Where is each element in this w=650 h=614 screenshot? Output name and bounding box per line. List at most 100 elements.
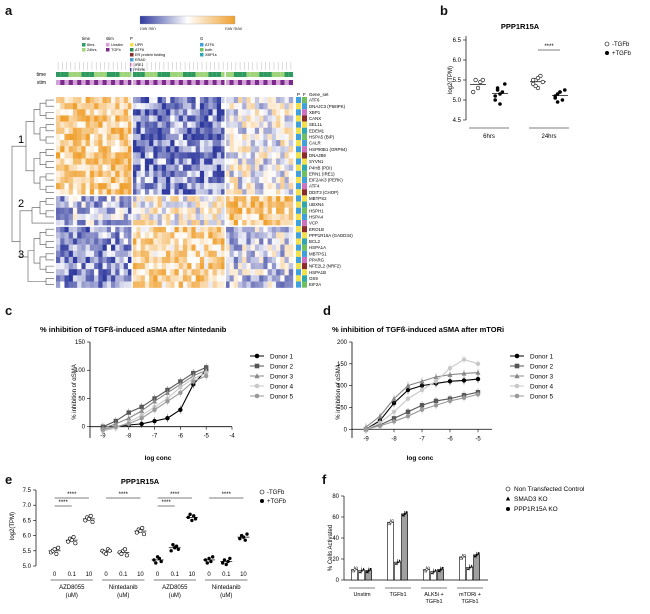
heatmap-cell: [263, 170, 268, 178]
chart-d-xtick: -7: [419, 436, 425, 442]
heatmap-cell: [153, 256, 158, 264]
heatmap-cell: [221, 201, 226, 208]
heatmap-cell: [284, 103, 289, 110]
stim-annotation-cell: [123, 80, 128, 85]
heatmap-cell: [259, 269, 264, 276]
legend-swatch: [200, 43, 204, 47]
heatmap-cell: [208, 281, 213, 288]
heatmap-cell: [85, 121, 91, 128]
heatmap-cell: [170, 250, 175, 258]
heatmap-cell: [72, 164, 78, 171]
heatmap-cell: [204, 170, 209, 178]
heatmap-cell: [170, 152, 175, 159]
heatmap-cell: [72, 103, 78, 110]
heatmap-cell: [132, 170, 137, 178]
heatmap-cell: [81, 201, 86, 208]
heatmap-cell: [98, 220, 103, 227]
heatmap-cell: [246, 269, 251, 276]
heatmap-cell: [81, 238, 86, 245]
heatmap-cell: [111, 103, 116, 110]
heatmap-cell: [60, 121, 65, 128]
heatmap-cell: [56, 103, 61, 110]
heatmap-cell: [77, 269, 82, 276]
heatmap-cell: [199, 275, 205, 282]
heatmap-cell: [259, 226, 264, 233]
heatmap-cell: [81, 275, 86, 282]
heatmap-cell: [263, 152, 268, 159]
chart-e-dose-label: 0.1: [222, 572, 231, 578]
heatmap-cell: [254, 103, 260, 110]
heatmap-cell: [136, 250, 141, 258]
heatmap-cell: [237, 207, 243, 215]
heatmap-cell: [56, 133, 61, 141]
chart-e-point: [88, 513, 93, 518]
chart-f-point: [463, 554, 466, 557]
heatmap-cell: [60, 158, 65, 165]
heatmap-cell: [166, 195, 171, 202]
gene-label: EIF2A: [309, 282, 321, 287]
stim-annotation-cell: [72, 80, 78, 85]
heatmap-cell: [254, 269, 260, 276]
chart-c-legend-item: Donor 1: [270, 353, 294, 360]
heatmap-cell: [144, 207, 150, 215]
heatmap-cell: [170, 232, 175, 239]
chart-e-point: [238, 536, 242, 541]
chart-d-xlabel: log conc: [407, 455, 434, 462]
heatmap-cell: [72, 127, 78, 135]
heatmap-cell: [89, 158, 95, 165]
heatmap-cell: [98, 121, 103, 128]
chart-d-legend-marker: [514, 383, 520, 389]
heatmap-cell: [77, 127, 82, 135]
heatmap-cell: [149, 170, 154, 178]
heatmap-cell: [212, 109, 218, 116]
heatmap-cell: [123, 133, 129, 141]
heatmap-cell: [250, 109, 256, 116]
heatmap-cell: [153, 250, 158, 258]
heatmap-cell: [250, 281, 256, 288]
heatmap-cell: [263, 115, 268, 122]
gene-label: ATF6: [309, 98, 320, 103]
heatmap-cell: [56, 207, 61, 215]
heatmap-cell: [259, 263, 264, 270]
heatmap-cell: [115, 226, 120, 233]
heatmap-cell: [144, 133, 150, 141]
heatmap-cell: [246, 152, 251, 159]
heatmap-cell: [195, 164, 201, 171]
heatmap-cell: [216, 275, 222, 282]
heatmap-cell: [204, 213, 209, 221]
heatmap-cell: [276, 232, 281, 239]
chart-d-point: [419, 403, 425, 408]
heatmap-cell: [187, 103, 192, 110]
heatmap-cell: [259, 183, 264, 190]
heatmap-cell: [187, 170, 192, 178]
heatmap-cell: [166, 269, 171, 276]
heatmap-cell: [98, 244, 103, 251]
heatmap-cell: [250, 213, 256, 221]
heatmap-cell: [149, 140, 154, 147]
heatmap-cell: [267, 220, 273, 227]
chart-c-point: [100, 427, 106, 432]
heatmap-cell: [72, 281, 78, 288]
heatmap-cell: [166, 164, 171, 171]
heatmap-cell: [199, 176, 205, 184]
chart-c-ytick: 150: [75, 340, 86, 346]
heatmap-cell: [89, 97, 95, 104]
heatmap-cell: [136, 158, 141, 165]
heatmap-cell: [182, 201, 188, 208]
heatmap-cell: [204, 133, 209, 141]
heatmap-cell: [225, 281, 230, 288]
heatmap-cell: [94, 121, 99, 128]
heatmap-cell: [140, 201, 146, 208]
gene-set-cell: [296, 115, 301, 122]
gene-label: ERO1B: [309, 227, 324, 232]
heatmap-cell: [85, 109, 91, 116]
heatmap-cell: [267, 164, 273, 171]
heatmap-cell: [182, 195, 188, 202]
time-annotation-cell: [204, 72, 209, 77]
heatmap-cell: [182, 207, 188, 215]
heatmap-cell: [271, 127, 277, 135]
chart-b-ytick: 5.5: [453, 78, 462, 84]
gene-family-cell: [302, 103, 307, 110]
